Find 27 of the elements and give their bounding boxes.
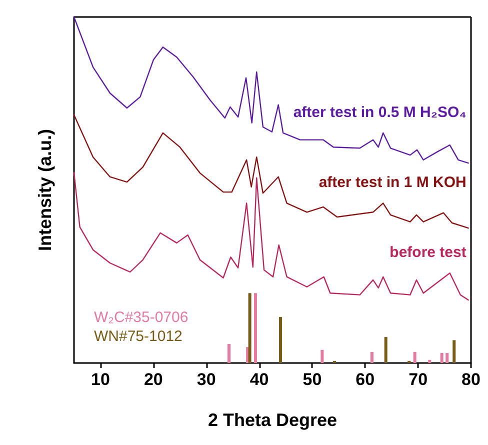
x-tick-label: 30 <box>196 370 216 389</box>
x-tick-label: 40 <box>250 370 269 389</box>
y-axis-title: Intensity (a.u.) <box>35 128 55 252</box>
x-tick-label: 10 <box>91 370 110 389</box>
bar <box>248 293 252 363</box>
bar <box>413 352 416 363</box>
text: WN#75-1012 <box>94 328 182 345</box>
x-axis-title: 2 Theta Degree <box>208 410 338 430</box>
x-tick-label: 60 <box>356 370 375 389</box>
bar <box>428 360 432 363</box>
x-tick-label: 20 <box>144 370 163 389</box>
bar <box>452 340 456 363</box>
series-label: before test <box>390 244 466 262</box>
x-tick-label: 50 <box>302 370 322 389</box>
x-tick-label: 80 <box>462 370 480 389</box>
bar <box>254 293 257 363</box>
text: W₂C#35-0706 <box>94 309 188 326</box>
bar <box>446 352 449 363</box>
bar <box>440 352 444 363</box>
series-label: after test in 0.5 M H₂SO₄ <box>293 104 466 121</box>
bar <box>279 316 282 363</box>
bar <box>320 350 324 363</box>
bar <box>370 352 374 363</box>
bar <box>384 337 388 363</box>
bar <box>228 344 231 363</box>
series-label: after test in 1 M KOH <box>318 174 466 192</box>
x-tick-label: 70 <box>408 370 428 389</box>
